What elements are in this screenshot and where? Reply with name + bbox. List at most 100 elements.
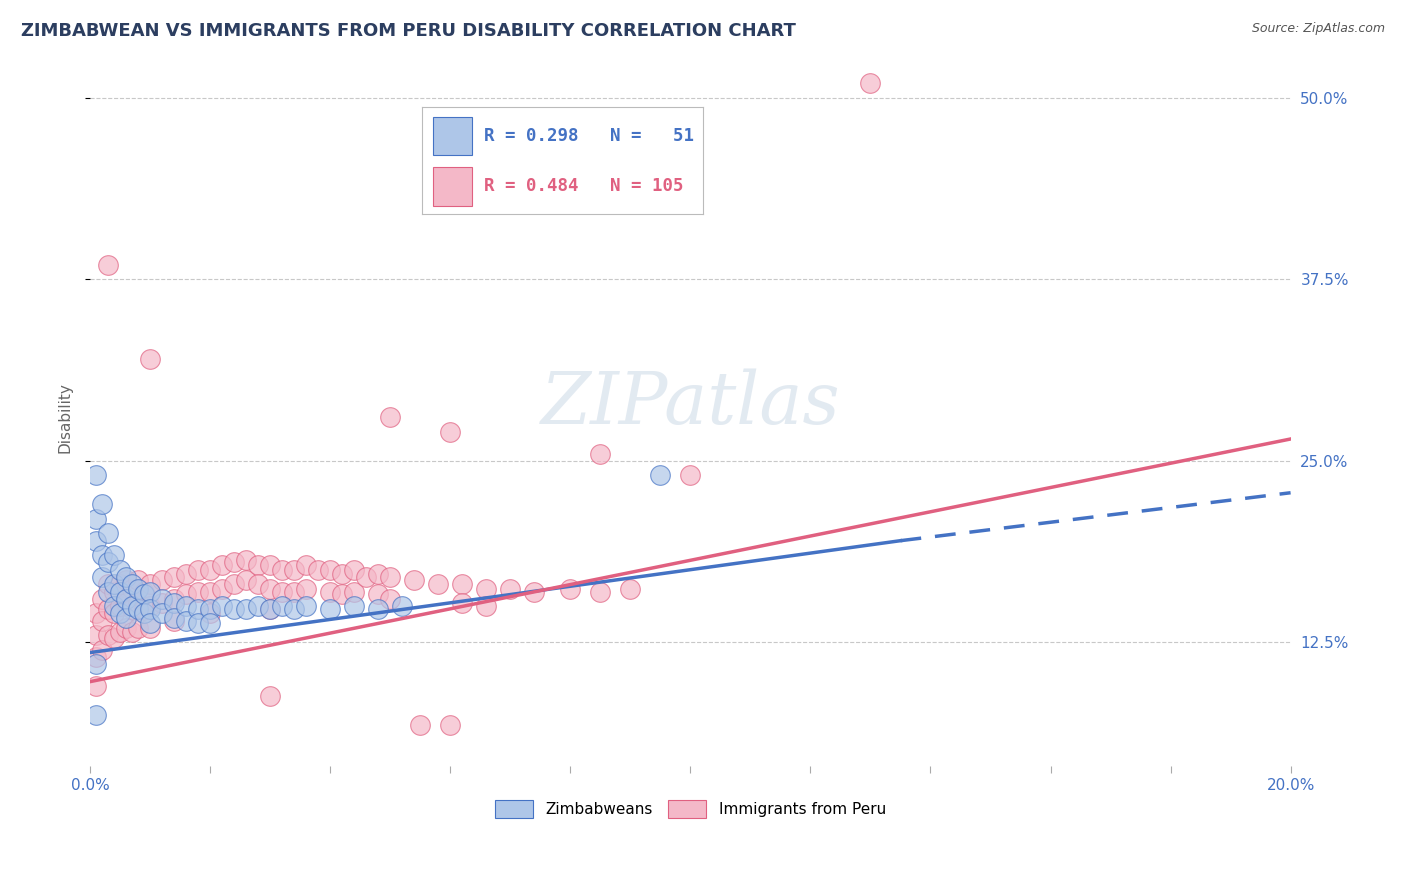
Point bbox=[451, 596, 474, 610]
Point bbox=[295, 599, 318, 613]
Point bbox=[174, 567, 197, 582]
Point bbox=[367, 587, 389, 601]
Point bbox=[271, 584, 294, 599]
Point bbox=[110, 625, 132, 640]
Legend: Zimbabweans, Immigrants from Peru: Zimbabweans, Immigrants from Peru bbox=[489, 794, 891, 824]
Point bbox=[271, 563, 294, 577]
Point bbox=[121, 577, 143, 591]
Point bbox=[84, 628, 107, 642]
Point bbox=[404, 573, 426, 587]
Point bbox=[139, 577, 162, 591]
Point bbox=[103, 599, 125, 613]
Point bbox=[139, 621, 162, 635]
Point bbox=[283, 584, 305, 599]
Point bbox=[259, 602, 281, 616]
Point bbox=[187, 584, 209, 599]
Point bbox=[84, 512, 107, 526]
Point bbox=[247, 558, 270, 573]
Point bbox=[115, 596, 138, 610]
Text: R = 0.298   N =   51: R = 0.298 N = 51 bbox=[484, 127, 693, 145]
Point bbox=[247, 577, 270, 591]
Point bbox=[163, 614, 186, 628]
Point bbox=[211, 558, 233, 573]
Point bbox=[97, 584, 120, 599]
Point bbox=[115, 570, 138, 584]
Point bbox=[127, 621, 149, 635]
Point bbox=[427, 577, 450, 591]
Point bbox=[84, 533, 107, 548]
Point bbox=[187, 563, 209, 577]
Point bbox=[560, 582, 582, 596]
Point bbox=[859, 76, 882, 90]
Point bbox=[110, 563, 132, 577]
Point bbox=[97, 602, 120, 616]
Point bbox=[174, 599, 197, 613]
Point bbox=[295, 558, 318, 573]
Point bbox=[343, 584, 366, 599]
Point bbox=[475, 582, 498, 596]
Point bbox=[319, 563, 342, 577]
Point bbox=[127, 582, 149, 596]
Point bbox=[139, 602, 162, 616]
Point bbox=[259, 558, 281, 573]
Point bbox=[97, 556, 120, 570]
Point bbox=[211, 582, 233, 596]
Point bbox=[115, 591, 138, 606]
Point bbox=[380, 410, 402, 425]
Point bbox=[110, 599, 132, 613]
Point bbox=[187, 602, 209, 616]
Point bbox=[163, 591, 186, 606]
Point bbox=[84, 607, 107, 621]
Point bbox=[200, 563, 222, 577]
Point bbox=[235, 573, 257, 587]
Point bbox=[679, 468, 702, 483]
Point bbox=[103, 584, 125, 599]
Point bbox=[103, 607, 125, 621]
Point bbox=[97, 526, 120, 541]
Point bbox=[97, 628, 120, 642]
Point bbox=[174, 587, 197, 601]
Point bbox=[115, 573, 138, 587]
Point bbox=[97, 258, 120, 272]
Point bbox=[224, 556, 246, 570]
Point bbox=[439, 718, 461, 732]
Point bbox=[139, 599, 162, 613]
Point bbox=[380, 591, 402, 606]
Point bbox=[134, 587, 156, 601]
Point bbox=[121, 582, 143, 596]
Point bbox=[121, 602, 143, 616]
Point bbox=[224, 602, 246, 616]
Point bbox=[235, 602, 257, 616]
Point bbox=[650, 156, 672, 170]
Point bbox=[307, 563, 329, 577]
Point bbox=[356, 570, 378, 584]
Point bbox=[367, 602, 389, 616]
Point bbox=[380, 570, 402, 584]
Point bbox=[97, 577, 120, 591]
Point bbox=[139, 584, 162, 599]
Point bbox=[247, 599, 270, 613]
Point bbox=[259, 602, 281, 616]
Point bbox=[319, 584, 342, 599]
Point bbox=[91, 570, 114, 584]
Point bbox=[163, 596, 186, 610]
Point bbox=[409, 718, 432, 732]
Bar bbox=[433, 117, 472, 155]
Bar bbox=[433, 167, 472, 205]
Point bbox=[84, 657, 107, 672]
Point bbox=[115, 610, 138, 624]
Point bbox=[283, 563, 305, 577]
Point bbox=[439, 425, 461, 439]
Point bbox=[103, 631, 125, 645]
Point bbox=[679, 120, 702, 134]
Point bbox=[84, 679, 107, 693]
Point bbox=[150, 607, 173, 621]
Point bbox=[127, 573, 149, 587]
Point bbox=[200, 616, 222, 631]
Point bbox=[163, 570, 186, 584]
Point bbox=[139, 352, 162, 367]
Point bbox=[91, 614, 114, 628]
Point bbox=[134, 602, 156, 616]
Point bbox=[127, 596, 149, 610]
Point bbox=[200, 607, 222, 621]
